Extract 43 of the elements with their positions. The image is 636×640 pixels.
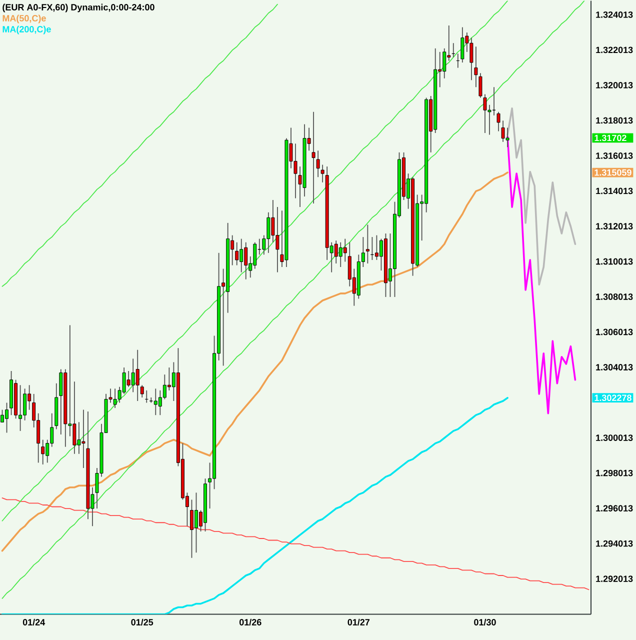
text: 1.302278 bbox=[594, 394, 632, 402]
y-tick-label: 1.316013 bbox=[596, 152, 633, 159]
x-tick-label: 01/30 bbox=[474, 618, 496, 626]
y-tick-label: 1.300013 bbox=[596, 434, 633, 441]
x-tick-label: 01/24 bbox=[22, 618, 46, 626]
x-tick-label: 01/27 bbox=[348, 618, 370, 626]
line-series bbox=[506, 136, 576, 414]
candlestick bbox=[316, 150, 320, 178]
candlestick bbox=[496, 111, 500, 132]
candlestick bbox=[343, 238, 347, 262]
y-tick-label: 1.304013 bbox=[596, 364, 633, 370]
y-tick-label: 1.294013 bbox=[596, 540, 633, 547]
y-tick-label: 1.298013 bbox=[596, 470, 633, 476]
candlestick bbox=[235, 242, 239, 266]
x-tick-label: 01/26 bbox=[239, 618, 262, 626]
y-tick-label: 1.318013 bbox=[596, 117, 633, 124]
candlestick bbox=[59, 368, 63, 435]
candlestick bbox=[474, 46, 478, 88]
y-tick-label: 1.310013 bbox=[596, 258, 633, 265]
y-tick-label: 1.324013 bbox=[596, 11, 633, 18]
line-series bbox=[506, 107, 576, 286]
y-tick-label: 1.320013 bbox=[596, 82, 633, 88]
chart-title: (EUR A0-FX,60) Dynamic,0:00-24:00 bbox=[2, 4, 154, 12]
y-tick-label: 1.322013 bbox=[596, 46, 633, 54]
text: MA(50,C)e bbox=[2, 14, 46, 24]
y-tick-label: 1.308013 bbox=[596, 294, 633, 300]
y-tick-label: 1.292013 bbox=[596, 576, 633, 582]
y-tick-label: 1.314013 bbox=[596, 188, 633, 194]
candlestick bbox=[478, 72, 482, 98]
text: MA(200,C)e bbox=[2, 26, 51, 34]
candlestick bbox=[140, 384, 144, 398]
candlestick bbox=[460, 26, 464, 63]
y-tick-label: 1.296013 bbox=[596, 505, 633, 512]
candlestick bbox=[312, 111, 316, 204]
candlestick bbox=[320, 164, 324, 183]
x-tick-label: 01/25 bbox=[131, 618, 154, 626]
y-tick-label: 1.306013 bbox=[596, 328, 633, 336]
candlestick bbox=[41, 439, 45, 465]
candlestick bbox=[136, 349, 140, 402]
y-tick-label: 1.312013 bbox=[596, 223, 633, 230]
candlestick bbox=[366, 224, 370, 264]
text: 1.315059 bbox=[594, 169, 632, 176]
text: 1.31702 bbox=[594, 134, 626, 142]
